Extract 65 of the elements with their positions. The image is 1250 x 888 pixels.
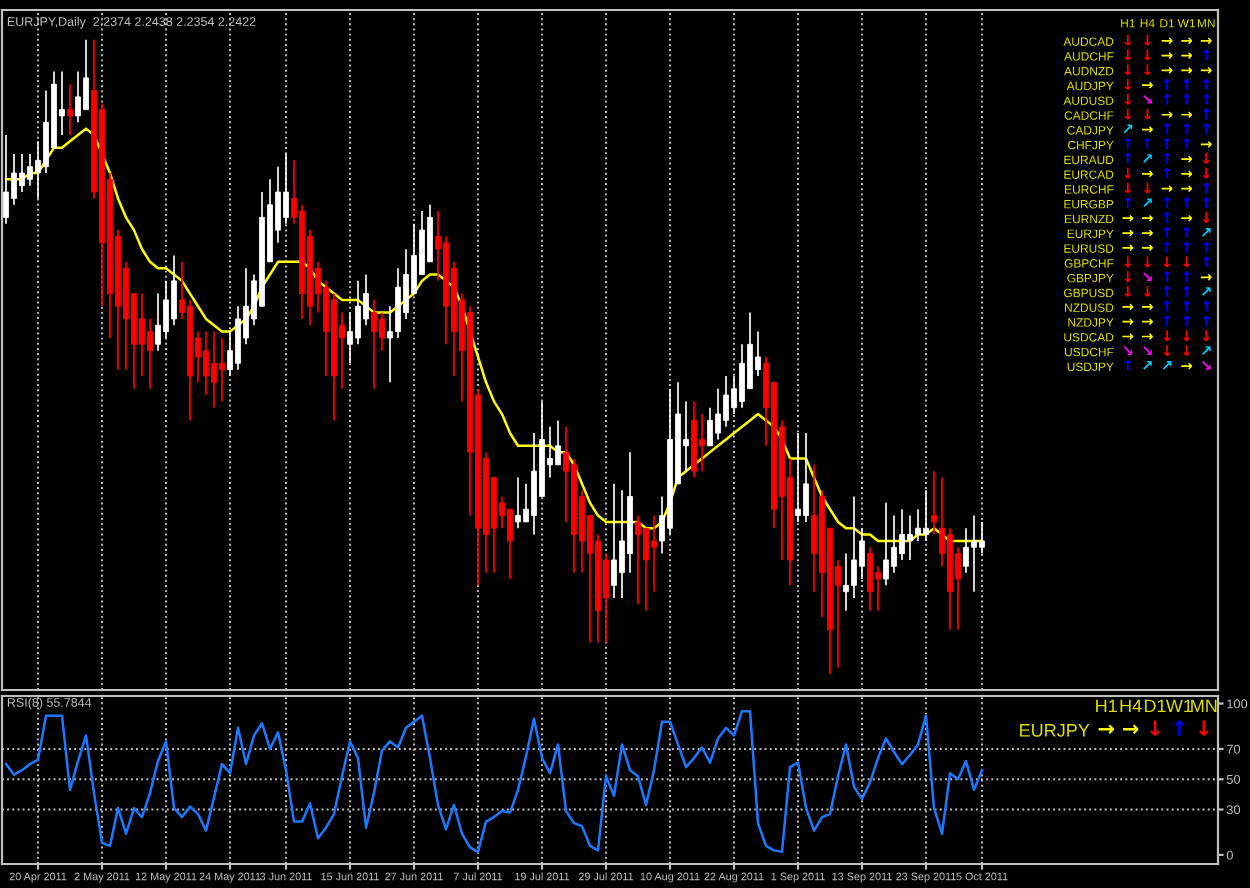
candlestick xyxy=(923,489,929,542)
candlestick xyxy=(347,311,353,365)
candlestick xyxy=(931,470,937,536)
candlestick xyxy=(803,432,809,523)
x-tick-label: MN xyxy=(1191,699,1217,713)
candlestick xyxy=(67,83,73,136)
x-tick-label: H4 xyxy=(1120,699,1142,713)
candlestick xyxy=(211,330,217,409)
x-tick-label: D1 xyxy=(1144,699,1166,713)
candlestick xyxy=(739,343,745,409)
candlestick xyxy=(707,406,713,447)
candlestick xyxy=(75,70,81,124)
candlestick xyxy=(355,280,361,346)
candlestick xyxy=(283,153,289,225)
candlestick xyxy=(915,508,921,542)
text: ↓ xyxy=(1199,720,1209,736)
candlestick xyxy=(851,495,857,599)
text: ↓ xyxy=(1150,720,1160,736)
candlestick xyxy=(43,89,49,174)
candlestick xyxy=(899,508,905,561)
candlestick xyxy=(203,330,209,396)
candlestick xyxy=(643,527,649,612)
candlestick xyxy=(883,502,889,587)
candlestick xyxy=(843,552,849,612)
candlestick xyxy=(379,311,385,352)
candlestick xyxy=(163,280,169,339)
candlestick xyxy=(971,514,977,593)
candlestick xyxy=(531,432,537,536)
candlestick xyxy=(219,337,225,403)
candlestick xyxy=(651,514,657,593)
text: → xyxy=(1123,724,1139,734)
candlestick xyxy=(723,375,729,428)
candlestick xyxy=(979,521,985,555)
candlestick xyxy=(147,318,153,390)
candlestick xyxy=(907,514,913,561)
candlestick xyxy=(635,514,641,606)
candlestick xyxy=(555,419,561,466)
candlestick xyxy=(891,514,897,574)
candlestick xyxy=(699,413,705,472)
candlestick xyxy=(171,254,177,327)
candlestick xyxy=(155,292,161,352)
candlestick xyxy=(859,527,865,580)
candlestick xyxy=(867,546,873,612)
candlestick xyxy=(715,387,721,441)
x-tick-label: H1 xyxy=(1096,699,1117,713)
candlestick xyxy=(19,153,25,193)
candlestick xyxy=(507,508,513,580)
line-series xyxy=(4,709,984,854)
candlestick xyxy=(3,134,9,225)
candlestick xyxy=(611,483,617,599)
candlestick xyxy=(139,292,145,377)
candlestick xyxy=(795,432,801,523)
text: → xyxy=(1098,724,1114,734)
candlestick xyxy=(27,153,33,187)
candlestick xyxy=(619,489,625,599)
candlestick xyxy=(235,305,241,371)
candlestick xyxy=(963,527,969,574)
candlestick xyxy=(515,476,521,530)
candlestick xyxy=(83,38,89,111)
y-tick-label: EURJPY xyxy=(1020,724,1090,737)
candlestick xyxy=(371,299,377,390)
candlestick xyxy=(395,267,401,339)
text: ↑ xyxy=(1174,720,1185,736)
x-tick-label: W1 xyxy=(1165,699,1193,713)
candlestick xyxy=(811,463,817,593)
